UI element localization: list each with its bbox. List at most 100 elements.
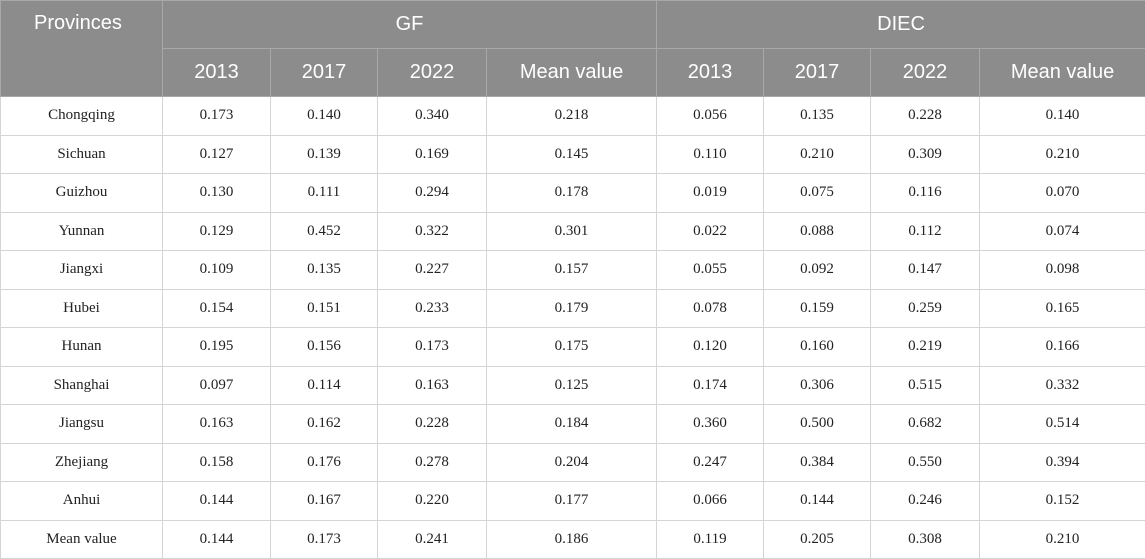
cell: 0.259 (871, 289, 980, 328)
cell: 0.173 (271, 520, 378, 559)
cell: 0.204 (487, 443, 657, 482)
cell: 0.070 (980, 174, 1145, 213)
row-label: Zhejiang (1, 443, 163, 482)
cell: 0.247 (657, 443, 764, 482)
row-label: Hubei (1, 289, 163, 328)
cell: 0.210 (764, 135, 871, 174)
cell: 0.241 (378, 520, 487, 559)
row-label: Jiangxi (1, 251, 163, 290)
cell: 0.340 (378, 97, 487, 136)
cell: 0.173 (378, 328, 487, 367)
column-header: 2013 (163, 49, 271, 97)
cell: 0.019 (657, 174, 764, 213)
row-label: Anhui (1, 482, 163, 521)
cell: 0.165 (980, 289, 1145, 328)
cell: 0.177 (487, 482, 657, 521)
cell: 0.135 (764, 97, 871, 136)
column-header: 2013 (657, 49, 764, 97)
cell: 0.205 (764, 520, 871, 559)
cell: 0.500 (764, 405, 871, 444)
cell: 0.186 (487, 520, 657, 559)
cell: 0.144 (163, 482, 271, 521)
cell: 0.167 (271, 482, 378, 521)
cell: 0.394 (980, 443, 1145, 482)
cell: 0.147 (871, 251, 980, 290)
column-header: 2017 (271, 49, 378, 97)
cell: 0.174 (657, 366, 764, 405)
cell: 0.384 (764, 443, 871, 482)
cell: 0.056 (657, 97, 764, 136)
cell: 0.332 (980, 366, 1145, 405)
row-label: Chongqing (1, 97, 163, 136)
cell: 0.175 (487, 328, 657, 367)
cell: 0.301 (487, 212, 657, 251)
cell: 0.306 (764, 366, 871, 405)
cell: 0.322 (378, 212, 487, 251)
cell: 0.550 (871, 443, 980, 482)
cell: 0.075 (764, 174, 871, 213)
cell: 0.160 (764, 328, 871, 367)
column-header: 2017 (764, 49, 871, 97)
cell: 0.152 (980, 482, 1145, 521)
cell: 0.157 (487, 251, 657, 290)
column-header: Mean value (487, 49, 657, 97)
cell: 0.140 (271, 97, 378, 136)
cell: 0.218 (487, 97, 657, 136)
row-label: Guizhou (1, 174, 163, 213)
column-header: Mean value (980, 49, 1145, 97)
group-header: GF (163, 1, 657, 49)
cell: 0.179 (487, 289, 657, 328)
cell: 0.088 (764, 212, 871, 251)
cell: 0.130 (163, 174, 271, 213)
cell: 0.184 (487, 405, 657, 444)
cell: 0.097 (163, 366, 271, 405)
cell: 0.120 (657, 328, 764, 367)
cell: 0.098 (980, 251, 1145, 290)
cell: 0.178 (487, 174, 657, 213)
cell: 0.110 (657, 135, 764, 174)
cell: 0.055 (657, 251, 764, 290)
cell: 0.119 (657, 520, 764, 559)
cell: 0.515 (871, 366, 980, 405)
cell: 0.078 (657, 289, 764, 328)
cell: 0.195 (163, 328, 271, 367)
cell: 0.112 (871, 212, 980, 251)
column-header: 2022 (871, 49, 980, 97)
cell: 0.092 (764, 251, 871, 290)
cell: 0.278 (378, 443, 487, 482)
row-label: Shanghai (1, 366, 163, 405)
cell: 0.166 (980, 328, 1145, 367)
column-header: 2022 (378, 49, 487, 97)
group-header: DIEC (657, 1, 1145, 49)
cell: 0.111 (271, 174, 378, 213)
cell: 0.154 (163, 289, 271, 328)
cell: 0.151 (271, 289, 378, 328)
cell: 0.159 (764, 289, 871, 328)
cell: 0.682 (871, 405, 980, 444)
cell: 0.109 (163, 251, 271, 290)
cell: 0.074 (980, 212, 1145, 251)
cell: 0.156 (271, 328, 378, 367)
cell: 0.169 (378, 135, 487, 174)
cell: 0.309 (871, 135, 980, 174)
cell: 0.158 (163, 443, 271, 482)
cell: 0.135 (271, 251, 378, 290)
cell: 0.066 (657, 482, 764, 521)
cell: 0.162 (271, 405, 378, 444)
cell: 0.360 (657, 405, 764, 444)
cell: 0.246 (871, 482, 980, 521)
